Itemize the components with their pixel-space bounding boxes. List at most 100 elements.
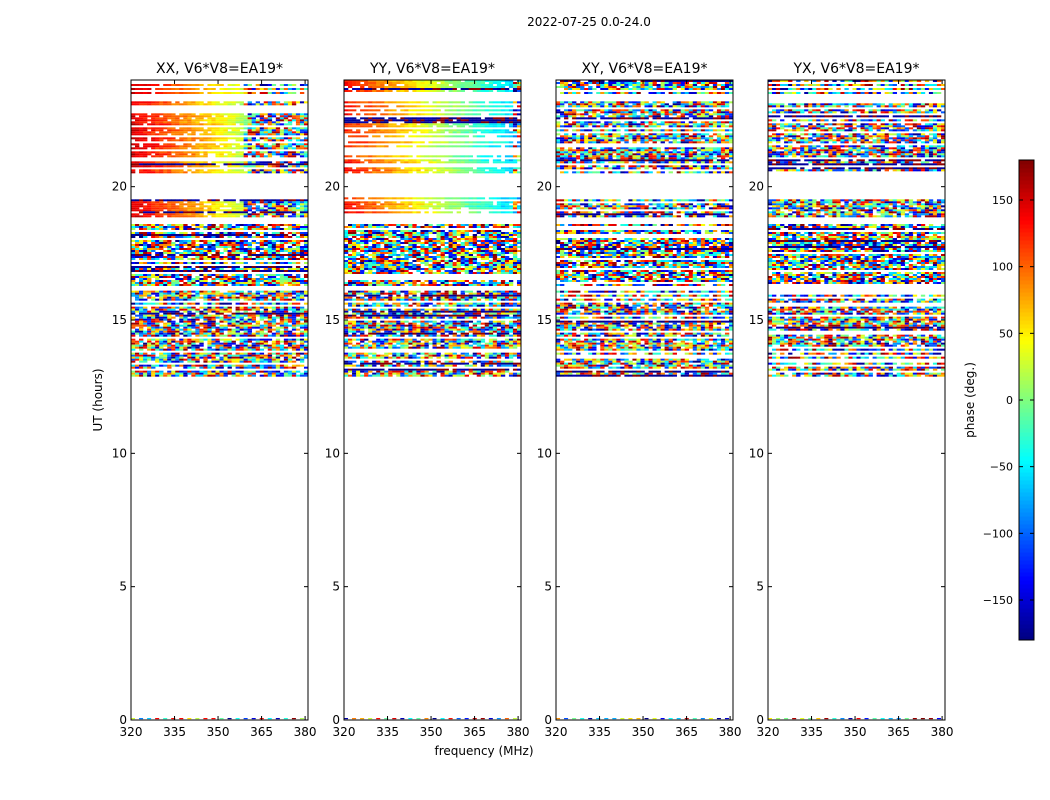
heatmap-cell [251, 372, 256, 375]
heatmap-cell [259, 276, 265, 278]
heatmap-cell [291, 207, 297, 210]
heatmap-cell [344, 338, 349, 341]
heatmap-cell [195, 326, 200, 329]
heatmap-cell [159, 224, 164, 226]
heatmap-cell [259, 266, 265, 268]
heatmap-cell [199, 205, 204, 208]
heatmap-cell [468, 344, 474, 347]
heatmap-cell [299, 322, 305, 325]
heatmap-cell [263, 298, 269, 301]
heatmap-cell [267, 248, 273, 250]
heatmap-cell [388, 324, 393, 327]
heatmap-cell [167, 127, 172, 130]
heatmap-cell [131, 290, 136, 293]
heatmap-cell [219, 161, 224, 164]
heatmap-cell [368, 328, 373, 331]
heatmap-cell [275, 117, 281, 120]
heatmap-cell [155, 153, 160, 156]
heatmap-cell [287, 165, 293, 168]
heatmap-cell [287, 113, 293, 116]
heatmap-cell [159, 338, 164, 341]
heatmap-cell [195, 101, 200, 104]
heatmap-cell [263, 131, 269, 134]
heatmap-cell [147, 224, 152, 226]
heatmap-cell [179, 296, 184, 299]
heatmap-cell [227, 201, 232, 204]
heatmap-cell [199, 127, 204, 130]
heatmap-cell [147, 115, 152, 118]
heatmap-cell [356, 326, 361, 329]
heatmap-cell [291, 209, 297, 212]
heatmap-cell [139, 209, 144, 212]
heatmap-cell [263, 358, 269, 361]
heatmap-cell [271, 165, 277, 168]
heatmap-cell [516, 308, 522, 311]
heatmap-cell [167, 256, 172, 258]
heatmap-cell [380, 304, 385, 307]
heatmap-cell [191, 324, 196, 327]
heatmap-cell [492, 354, 498, 357]
heatmap-cell [251, 199, 256, 202]
heatmap-cell [179, 209, 184, 212]
heatmap-cell [259, 119, 265, 122]
heatmap-cell [303, 88, 309, 90]
heatmap-cell [135, 133, 140, 136]
heatmap-cell [203, 280, 208, 282]
heatmap-cell [147, 209, 152, 212]
heatmap-cell [259, 274, 265, 276]
heatmap-cell [299, 364, 305, 367]
heatmap-cell [223, 358, 228, 361]
heatmap-cell [175, 209, 180, 212]
heatmap-cell [203, 88, 208, 90]
heatmap-cell [147, 340, 152, 343]
heatmap-cell [295, 294, 301, 297]
heatmap-cell [404, 312, 409, 315]
heatmap-cell [199, 266, 204, 268]
heatmap-cell [191, 366, 196, 369]
heatmap-cell [356, 296, 361, 299]
heatmap-cell [143, 201, 148, 204]
heatmap-cell [263, 113, 269, 116]
heatmap-cell [287, 352, 293, 355]
heatmap-cell [139, 103, 144, 106]
heatmap-cell [171, 718, 176, 720]
heatmap-cell [215, 360, 220, 363]
heatmap-cell [291, 211, 297, 214]
heatmap-cell [287, 356, 293, 359]
heatmap-cell [299, 256, 305, 258]
heatmap-cell [183, 358, 188, 361]
heatmap-cell [159, 284, 164, 286]
heatmap-cell [179, 318, 184, 321]
heatmap-cell [243, 256, 248, 258]
heatmap-cell [139, 352, 144, 355]
heatmap-cell [179, 240, 184, 242]
heatmap-cell [199, 137, 204, 140]
heatmap-cell [223, 320, 228, 323]
heatmap-cell [159, 326, 164, 329]
heatmap-cell [223, 280, 228, 282]
heatmap-cell [163, 322, 168, 325]
heatmap-cell [291, 296, 297, 299]
heatmap-cell [259, 242, 265, 244]
heatmap-cell [368, 294, 373, 297]
heatmap-cell [291, 228, 297, 230]
heatmap-cell [191, 344, 196, 347]
heatmap-cell [163, 328, 168, 331]
heatmap-cell [163, 282, 168, 284]
heatmap-cell [171, 248, 176, 250]
heatmap-cell [492, 342, 498, 345]
heatmap-cell [151, 298, 156, 301]
heatmap-cell [291, 364, 297, 367]
heatmap-cell [235, 133, 240, 136]
heatmap-cell [388, 330, 393, 333]
heatmap-cell [195, 215, 200, 218]
heatmap-cell [211, 151, 216, 154]
heatmap-cell [187, 266, 192, 268]
heatmap-cell [384, 296, 389, 299]
heatmap-cell [452, 344, 457, 347]
heatmap-cell [167, 294, 172, 297]
heatmap-cell [191, 282, 196, 284]
heatmap-cell [187, 356, 192, 359]
heatmap-cell [215, 270, 220, 272]
heatmap-cell [167, 328, 172, 331]
